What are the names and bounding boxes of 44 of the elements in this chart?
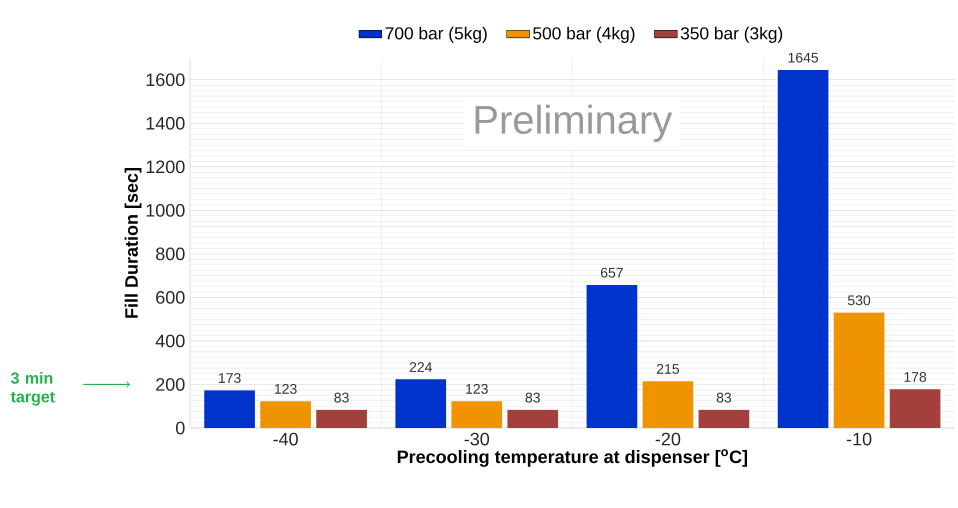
bar [395,379,446,428]
y-tick-label: 200 [156,378,185,391]
legend-label: 500 bar (4kg) [533,26,634,43]
bar [890,389,940,428]
data-label: 178 [904,372,926,382]
data-label: 123 [274,384,297,394]
x-tick-label: -20 [656,432,680,446]
bar [260,401,311,428]
y-tick-label: 1400 [146,116,185,130]
legend-label: 350 bar (3kg) [680,26,782,43]
bar [834,312,884,428]
data-label: 83 [526,392,540,403]
data-label: 215 [656,364,679,374]
legend-label: 700 bar (5kg) [386,26,487,43]
data-label: 224 [410,362,432,372]
y-axis-title: Fill Duration [sec] [124,168,142,318]
bar [204,390,255,428]
data-label: 123 [466,384,488,394]
y-tick-label: 1000 [146,204,185,217]
x-tick-label: -30 [464,432,490,446]
bar [642,381,694,428]
x-tick-label: -10 [846,432,872,446]
data-label: 83 [334,392,349,403]
y-tick-label: 600 [156,291,185,304]
annotation: Preliminary [476,104,672,142]
y-tick-label: 800 [156,248,185,260]
data-label: 83 [716,392,732,403]
bar [316,410,367,428]
text: 3 min target [10,372,55,406]
y-tick-label: 400 [156,334,185,348]
bar [507,410,558,428]
x-tick-label: -40 [273,432,298,446]
data-label: 173 [218,373,241,383]
bar [451,401,502,428]
data-label: 1645 [788,52,818,63]
bar [778,70,828,428]
y-tick-label: 1200 [146,160,185,174]
bar [698,410,750,428]
x-axis-title: Precooling temperature at dispenser [$^{o}$C] [398,449,748,467]
data-label: 657 [600,268,623,278]
bar [586,285,638,428]
y-tick-label: 0 [176,422,185,434]
y-tick-label: 1600 [146,73,185,86]
data-label: 530 [848,295,870,306]
